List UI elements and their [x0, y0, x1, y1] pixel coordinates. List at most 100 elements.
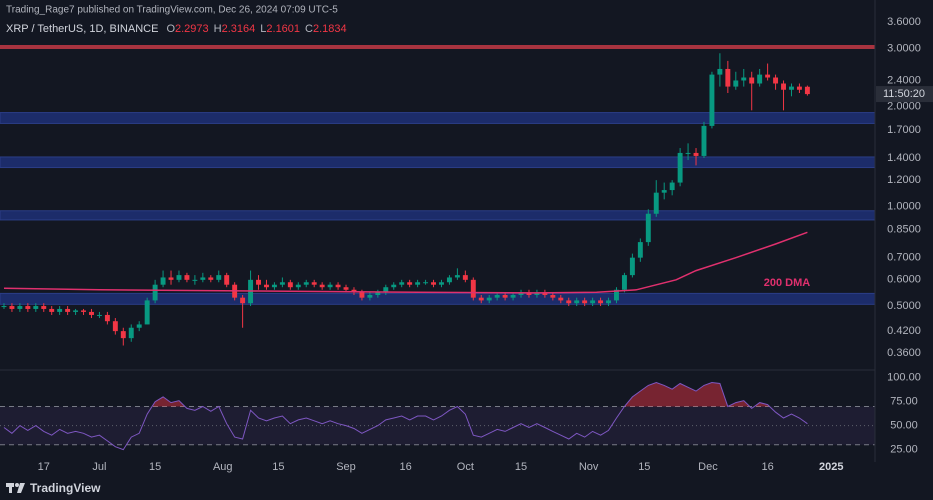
rsi-tick-label: 100.00: [887, 372, 921, 384]
y-tick-label: 1.0000: [887, 200, 921, 212]
candle-body: [168, 277, 174, 280]
candle-body: [558, 297, 564, 301]
candle-body: [9, 306, 15, 309]
candle-body: [264, 284, 269, 288]
candle-body: [423, 282, 429, 284]
candle-body: [661, 190, 667, 193]
candle-body: [757, 74, 763, 84]
candle-body: [534, 292, 540, 295]
ohlc-value: 2.2973: [175, 23, 209, 35]
candle-body: [804, 86, 810, 95]
x-tick-label: Dec: [698, 461, 718, 473]
candle-body: [415, 282, 421, 285]
candle-body: [89, 311, 94, 315]
x-tick-label: 17: [38, 461, 50, 473]
rsi-tick-label: 50.00: [890, 420, 918, 432]
candle-body: [614, 289, 619, 301]
footer-brand: TradingView: [30, 481, 101, 495]
candle-body: [375, 292, 381, 295]
candle-body: [502, 294, 508, 298]
candle-body: [765, 74, 771, 78]
ohlc-label: C: [305, 23, 313, 35]
symbol: XRP / TetherUS, 1D, BINANCE: [6, 23, 158, 35]
candle-body: [431, 282, 436, 285]
rsi-band: [0, 406, 875, 445]
candle-body: [160, 277, 166, 285]
y-tick-label: 0.6000: [887, 274, 921, 286]
candle-body: [104, 314, 110, 322]
candle-body: [669, 182, 675, 191]
y-tick-label: 2.0000: [887, 101, 921, 113]
candle-body: [120, 331, 126, 339]
candle-body: [81, 310, 86, 312]
candle-body: [598, 300, 604, 304]
candle-body: [240, 297, 246, 304]
candle-body: [128, 327, 134, 339]
candle-body: [717, 68, 723, 75]
x-tick-label: Oct: [457, 461, 474, 473]
candle-body: [446, 277, 452, 283]
candle-body: [439, 282, 444, 285]
support-zone: [0, 112, 875, 124]
candle-body: [73, 310, 79, 312]
candle-body: [621, 275, 627, 290]
ohlc-label: L: [260, 23, 266, 35]
candle-body: [629, 257, 635, 276]
candle-body: [582, 300, 588, 304]
candle-body: [781, 83, 786, 90]
candle-body: [335, 284, 341, 288]
ma-label: 200 DMA: [764, 277, 811, 289]
rsi-pane: [0, 381, 875, 451]
candle-body: [303, 282, 309, 285]
rsi-line: [3, 381, 808, 451]
candle-body: [725, 68, 731, 87]
candle-body: [741, 77, 747, 81]
candle-body: [343, 287, 349, 290]
candle-body: [359, 292, 365, 298]
candle-body: [693, 152, 699, 156]
candle-body: [57, 308, 63, 312]
candle-body: [470, 279, 476, 298]
y-tick-label: 3.0000: [887, 42, 921, 54]
candle-body: [41, 306, 47, 309]
candle-body: [462, 275, 468, 280]
moving-average: [3, 231, 808, 294]
ohlc-value: 2.1834: [313, 23, 347, 35]
candle-body: [637, 242, 643, 258]
candle-body: [49, 308, 55, 312]
candle-body: [407, 282, 413, 285]
y-tick-label: 0.5000: [887, 300, 921, 312]
x-tick-label: Jul: [92, 461, 106, 473]
candle-body: [645, 213, 651, 243]
x-tick-label: 15: [149, 461, 161, 473]
y-tick-label: 0.4200: [887, 325, 921, 337]
x-tick-label: 15: [272, 461, 284, 473]
y-tick-label: 1.7000: [887, 124, 921, 136]
y-tick-label: 1.2000: [887, 174, 921, 186]
candle-body: [367, 294, 373, 298]
candle-body: [590, 300, 596, 304]
candle-body: [796, 86, 802, 90]
candle-body: [271, 284, 277, 288]
candle-body: [25, 306, 31, 309]
candle-body: [200, 277, 206, 280]
x-tick-label: Aug: [213, 461, 233, 473]
candle-body: [685, 152, 691, 154]
y-tick-label: 3.6000: [887, 16, 921, 28]
axes: 3.6000 3.0000 2.4000 2.0000 1.7000 1.4000 1.20…: [38, 16, 933, 473]
candle-body: [399, 282, 405, 285]
support-zone: [0, 292, 875, 305]
candle-body: [279, 282, 285, 285]
x-tick-label: 15: [515, 461, 527, 473]
x-tick-label: Sep: [336, 461, 356, 473]
candle-body: [510, 294, 516, 298]
candle-body: [486, 297, 492, 301]
candle-body: [749, 77, 755, 84]
candle-body: [144, 300, 150, 325]
candle-body: [542, 292, 548, 295]
x-tick-label: Nov: [579, 461, 599, 473]
symbol-line: XRP / TetherUS, 1D, BINANCE O2.2973 H2.316…: [6, 23, 347, 35]
candle-body: [526, 292, 532, 295]
candle-body: [184, 275, 190, 280]
candle-body: [224, 275, 230, 285]
